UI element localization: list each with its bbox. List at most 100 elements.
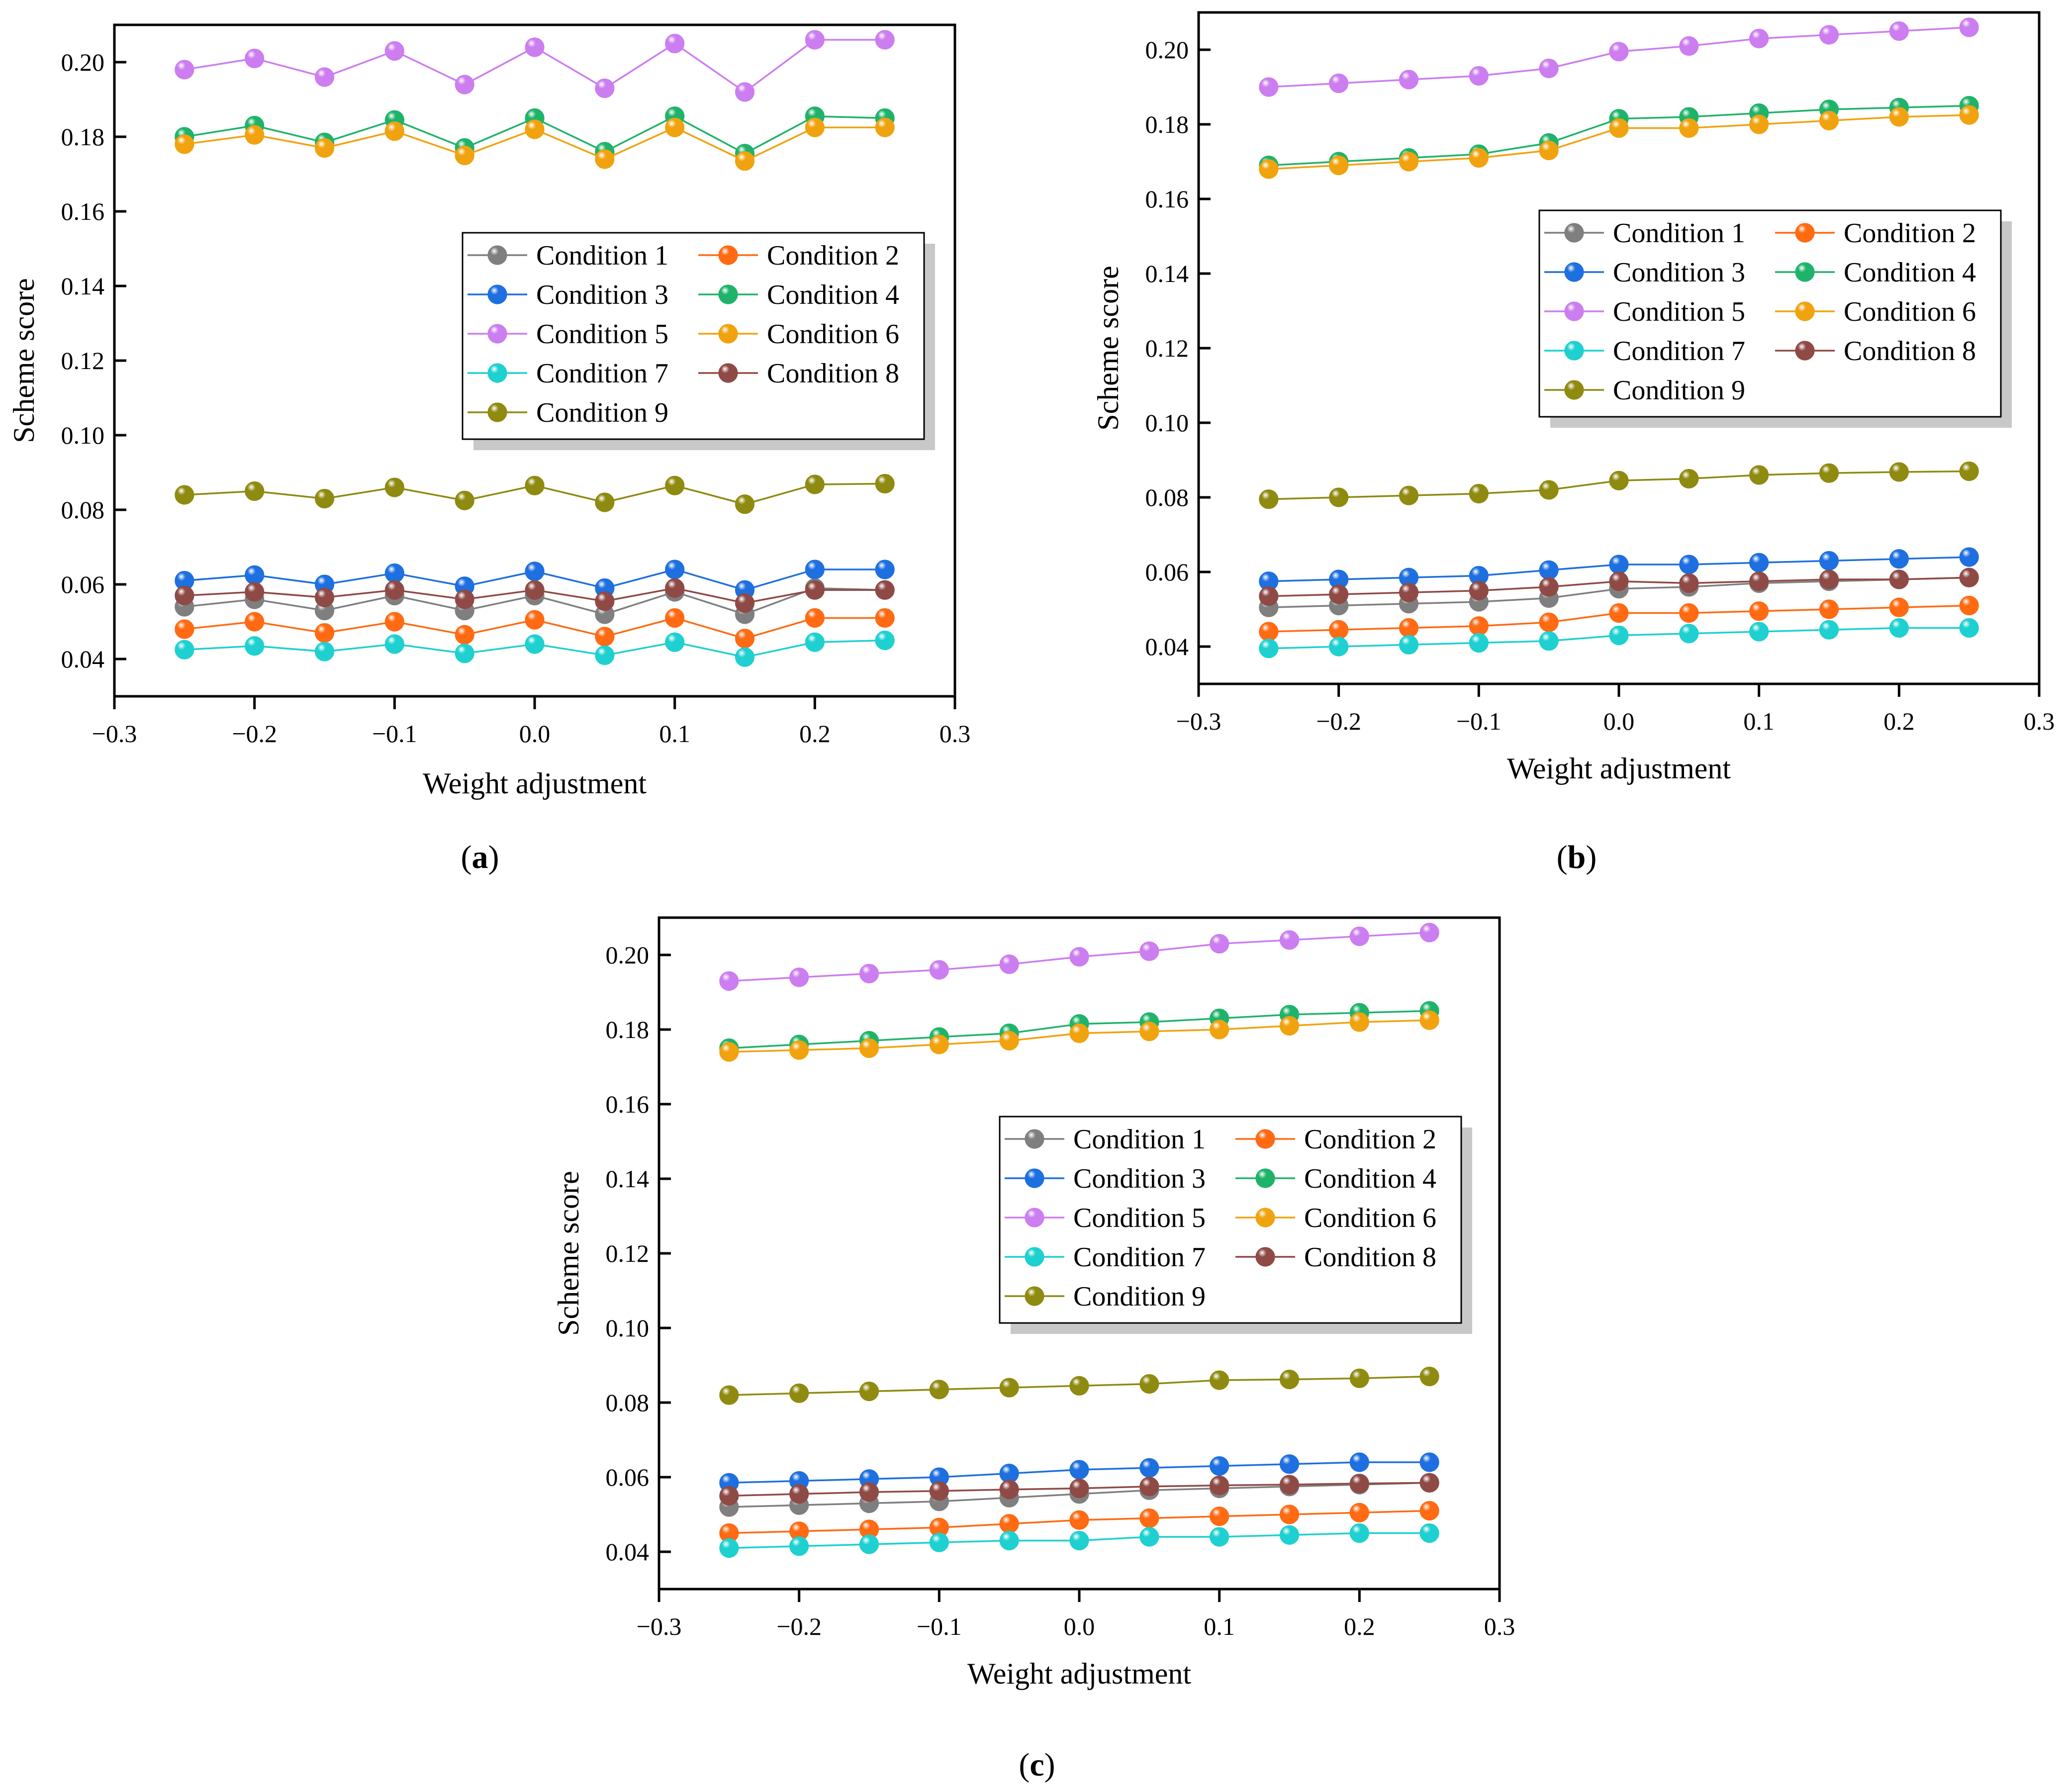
- data-point: [1679, 573, 1699, 593]
- data-point: [999, 1378, 1019, 1398]
- data-point: [875, 608, 895, 628]
- x-tick-label: 0.2: [1883, 707, 1915, 735]
- data-point: [1139, 941, 1159, 961]
- data-point: [1210, 1020, 1229, 1039]
- data-point: [1139, 1458, 1159, 1478]
- data-point: [1469, 633, 1489, 653]
- data-point: [859, 1482, 879, 1502]
- data-point: [1959, 567, 1979, 587]
- legend-marker: [1025, 1129, 1044, 1149]
- data-point: [455, 644, 474, 663]
- data-point: [1959, 461, 1979, 481]
- legend-label: Condition 7: [1073, 1242, 1206, 1273]
- data-point: [1069, 1478, 1089, 1499]
- data-point: [805, 608, 825, 628]
- legend-label: Condition 7: [1613, 336, 1745, 367]
- data-point: [1959, 547, 1979, 567]
- data-point: [1279, 1016, 1300, 1036]
- series-condition-6: [1259, 105, 1979, 179]
- data-point: [455, 589, 474, 609]
- legend-item-condition-6: Condition 6: [698, 319, 899, 350]
- data-point: [789, 1484, 809, 1504]
- data-point: [1419, 1523, 1439, 1543]
- legend-marker: [1564, 223, 1584, 243]
- legend-marker: [487, 324, 507, 344]
- legend-item-condition-6: Condition 6: [1775, 296, 1976, 327]
- data-point: [525, 562, 545, 581]
- data-point: [175, 60, 194, 80]
- legend-marker: [1564, 301, 1584, 321]
- legend-item-condition-5: Condition 5: [1544, 296, 1745, 327]
- legend-item-condition-7: Condition 7: [1544, 336, 1745, 367]
- data-point: [1959, 17, 1979, 37]
- legend-marker: [1795, 223, 1815, 243]
- chart-panel-a: −0.3 −0.2 −0.1 0.0 0.1 0.2 0.3 0.04 0.06 0.08 0.10…: [7, 23, 970, 875]
- data-point: [875, 117, 895, 137]
- legend-marker: [1255, 1168, 1275, 1188]
- data-point: [1419, 1452, 1439, 1472]
- legend-marker: [1255, 1129, 1275, 1149]
- legend-label: Condition 7: [536, 358, 668, 389]
- data-point: [314, 642, 335, 661]
- data-point: [314, 67, 335, 87]
- y-tick-label: 0.16: [1145, 185, 1189, 213]
- data-point: [665, 608, 685, 628]
- legend-item-condition-3: Condition 3: [1544, 257, 1745, 288]
- y-tick-label: 0.06: [1145, 558, 1189, 586]
- data-point: [1419, 1473, 1439, 1493]
- data-point: [1889, 21, 1909, 41]
- legend-item-condition-7: Condition 7: [1005, 1242, 1206, 1273]
- panel-caption: (c): [1019, 1747, 1055, 1783]
- y-tick-label: 0.14: [61, 272, 105, 300]
- data-point: [875, 580, 895, 600]
- data-point: [719, 1385, 739, 1405]
- legend-item-condition-4: Condition 4: [1775, 257, 1976, 288]
- data-point: [1399, 618, 1419, 638]
- data-point: [1069, 1376, 1089, 1396]
- data-point: [245, 612, 265, 632]
- legend-item-condition-2: Condition 2: [698, 240, 899, 271]
- data-point: [805, 632, 825, 652]
- y-tick-label: 0.16: [61, 197, 105, 225]
- data-point: [1210, 1527, 1229, 1547]
- data-point: [384, 121, 404, 141]
- y-tick-label: 0.12: [61, 347, 105, 375]
- data-point: [384, 41, 404, 61]
- series-condition-3: [1259, 547, 1979, 591]
- y-tick-label: 0.18: [61, 123, 105, 151]
- data-point: [1609, 571, 1629, 591]
- series-condition-9: [719, 1366, 1439, 1405]
- data-point: [1259, 489, 1279, 509]
- x-axis-label: Weight adjustment: [1507, 752, 1731, 785]
- y-tick-label: 0.04: [606, 1538, 650, 1566]
- legend-label: Condition 1: [1613, 218, 1745, 249]
- data-point: [789, 1383, 809, 1403]
- data-point: [525, 119, 545, 139]
- series-condition-6: [175, 117, 895, 171]
- data-point: [1819, 599, 1839, 619]
- data-point: [1819, 110, 1839, 131]
- data-point: [1279, 1475, 1300, 1495]
- y-tick-label: 0.12: [606, 1239, 650, 1267]
- data-point: [245, 481, 265, 501]
- data-point: [245, 125, 265, 145]
- data-point: [595, 149, 615, 169]
- data-point: [1679, 624, 1699, 644]
- data-point: [525, 37, 545, 57]
- data-point: [1539, 58, 1559, 79]
- data-point: [859, 1381, 879, 1402]
- legend-label: Condition 5: [536, 319, 668, 350]
- data-point: [735, 629, 755, 649]
- data-point: [1749, 28, 1769, 49]
- panel-caption: (b): [1557, 839, 1597, 875]
- x-tick-label: 0.1: [1743, 707, 1775, 735]
- data-point: [1749, 114, 1769, 134]
- data-point: [789, 967, 809, 987]
- data-point: [314, 138, 335, 158]
- data-point: [455, 145, 474, 166]
- data-point: [595, 492, 615, 512]
- data-point: [1889, 569, 1909, 589]
- x-tick-label: 0.0: [1064, 1612, 1095, 1640]
- data-point: [665, 560, 685, 579]
- data-point: [1539, 631, 1559, 651]
